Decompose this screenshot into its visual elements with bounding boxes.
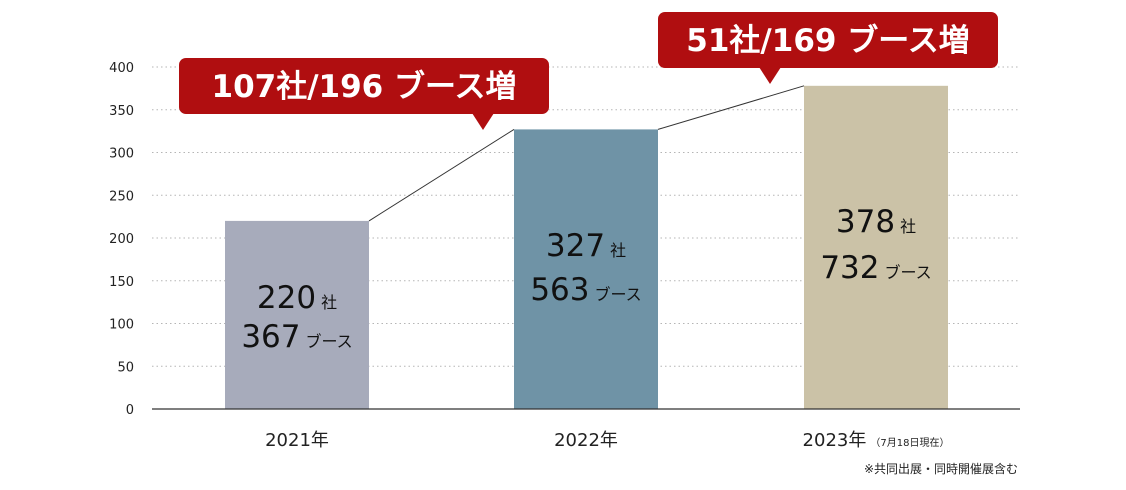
y-tick-label: 350: [109, 104, 134, 119]
y-axis: 0 50 100 150 200 250 300 350 400: [109, 61, 134, 418]
x-axis: 2021年 2022年 2023年 （7月18日現在）: [152, 408, 1020, 451]
bar-label-companies: 378 社: [836, 204, 916, 240]
y-tick-label: 300: [109, 147, 134, 162]
y-tick-label: 250: [109, 189, 134, 204]
callouts: 107社/196 ブース増 51社/169 ブース増: [179, 12, 998, 130]
x-tick-label: 2023年 （7月18日現在）: [803, 430, 950, 451]
bar-label-booths: 563 ブース: [530, 272, 641, 308]
bar-0: [225, 220, 369, 409]
connector-line-0: [368, 128, 515, 222]
bar-label-companies: 327 社: [546, 228, 626, 264]
bar-label-companies: 220 社: [257, 280, 337, 316]
bar-label-booths: 367 ブース: [241, 319, 352, 355]
callout-0: 107社/196 ブース増: [179, 58, 549, 130]
callout-box: [658, 12, 998, 68]
footnote: ※共同出展・同時開催展含む: [864, 461, 1018, 476]
bars: [225, 85, 948, 410]
y-tick-label: 0: [126, 403, 134, 418]
bar-2: [804, 85, 948, 409]
x-tick-label: 2021年: [265, 430, 329, 451]
y-tick-label: 200: [109, 232, 134, 247]
callout-pointer: [472, 113, 494, 130]
callout-box: [179, 58, 549, 114]
connector-lines: [368, 85, 805, 222]
y-tick-label: 100: [109, 318, 134, 333]
x-tick-label: 2022年: [554, 430, 618, 451]
y-tick-label: 50: [117, 360, 134, 375]
bar-label-booths: 732 ブース: [820, 250, 931, 286]
bar-1: [514, 129, 658, 410]
callout-text: 51社/169 ブース増: [686, 23, 969, 59]
callout-text: 107社/196 ブース増: [212, 69, 517, 105]
y-tick-label: 150: [109, 275, 134, 290]
connector-line-1: [657, 85, 805, 130]
y-tick-label: 400: [109, 61, 134, 76]
callout-1: 51社/169 ブース増: [658, 12, 998, 84]
callout-pointer: [759, 67, 781, 84]
